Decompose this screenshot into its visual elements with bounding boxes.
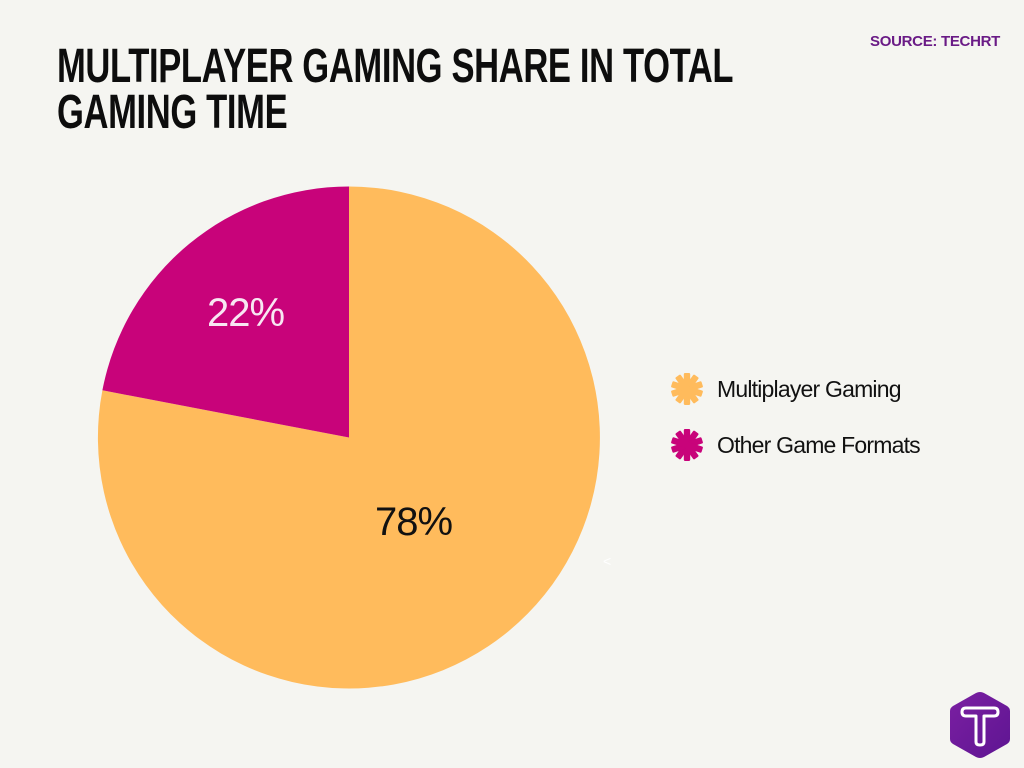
source-label: SOURCE: TECHRT [870, 33, 1000, 50]
chart-title-line-1: MULTIPLAYER GAMING SHARE IN TOTAL [57, 40, 734, 93]
pie-slice-other-game-formats [102, 186, 350, 438]
chart-title: MULTIPLAYER GAMING SHARE IN TOTAL GAMING… [57, 40, 734, 139]
slice-label-multiplayer: 78% [375, 500, 453, 544]
techrt-logo-icon [950, 692, 1010, 758]
slice-label-other: 22% [207, 291, 285, 335]
legend-item-multiplayer: Multiplayer Gaming [670, 372, 920, 406]
legend-item-other: Other Game Formats [670, 428, 921, 462]
stray-glyph: < [603, 553, 612, 569]
asterisk-star-icon [671, 373, 703, 405]
chart-title-line-2: GAMING TIME [57, 86, 288, 139]
legend-label: Multiplayer Gaming [717, 375, 902, 402]
legend-label: Other Game Formats [717, 431, 921, 458]
legend: Multiplayer Gaming Other Game Formats [670, 372, 921, 484]
asterisk-star-icon [671, 429, 703, 461]
pie-slice-multiplayer-gaming [97, 186, 600, 689]
